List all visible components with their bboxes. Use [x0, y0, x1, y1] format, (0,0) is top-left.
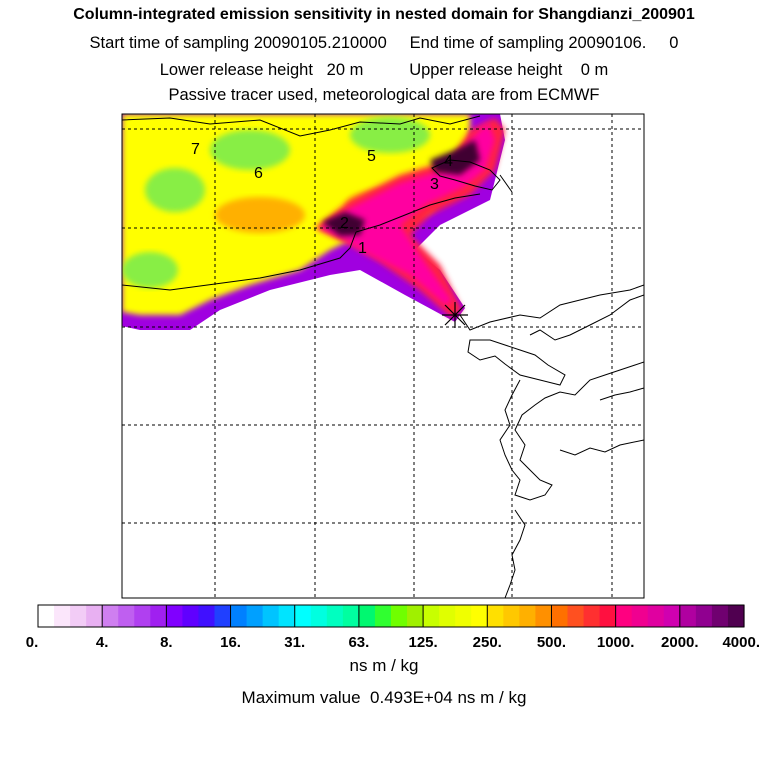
colorbar-tick-label: 125.: [408, 634, 437, 651]
release-site-marker: [442, 302, 468, 328]
colorbar-cell: [198, 605, 216, 627]
region-label-6: 6: [254, 165, 263, 182]
region-label-3: 3: [430, 176, 439, 193]
coastlines: [122, 115, 644, 598]
colorbar-tick-label: 250.: [473, 634, 502, 651]
region-label-4: 4: [444, 153, 453, 170]
colorbar-cell: [535, 605, 553, 627]
field-orange-patch: [215, 197, 305, 233]
colorbar-cell: [118, 605, 135, 627]
field-green-patch: [145, 168, 205, 212]
colorbar-cell: [503, 605, 520, 627]
colorbar-unit-label: ns m / kg: [349, 656, 419, 675]
colorbar-cell: [86, 605, 103, 627]
colorbar-tick-label: 4000.: [722, 634, 760, 651]
colorbar-cell: [407, 605, 424, 627]
colorbar-cell: [551, 605, 569, 627]
colorbar-tick-label: 4.: [96, 634, 109, 651]
region-label-7: 7: [191, 141, 200, 158]
colorbar-cell: [214, 605, 232, 627]
colorbar-cell: [342, 605, 360, 627]
colorbar-cell: [615, 605, 633, 627]
colorbar-cell: [455, 605, 472, 627]
colorbar-cell: [471, 605, 488, 627]
colorbar-cell: [294, 605, 312, 627]
field-green-patch: [350, 117, 430, 153]
colorbar-cell: [310, 605, 328, 627]
region-label-1: 1: [358, 240, 367, 257]
colorbar-cell: [150, 605, 167, 627]
colorbar-cell: [54, 605, 71, 627]
colorbar-cell: [423, 605, 440, 627]
colorbar-tick-label: 63.: [348, 634, 369, 651]
sensitivity-field: [122, 114, 505, 330]
colorbar-cell: [583, 605, 601, 627]
colorbar-cell: [326, 605, 344, 627]
colorbar-cell: [631, 605, 649, 627]
colorbar-cell: [711, 605, 729, 627]
colorbar-cell: [262, 605, 280, 627]
maximum-value-text: Maximum value 0.493E+04 ns m / kg: [241, 688, 527, 707]
field-green-patch: [122, 252, 178, 288]
field-green-patch: [210, 130, 290, 170]
colorbar-cell: [391, 605, 408, 627]
colorbar-cell: [695, 605, 713, 627]
region-label-5: 5: [367, 148, 376, 165]
colorbar-cell: [358, 605, 376, 627]
colorbar-cell: [38, 605, 55, 627]
colorbar-cell: [679, 605, 697, 627]
sampling-time-line: Start time of sampling 20090105.210000 E…: [89, 34, 679, 52]
colorbar-tick-label: 2000.: [661, 634, 699, 651]
region-label-2: 2: [340, 215, 349, 232]
colorbar-cell: [374, 605, 392, 627]
colorbar-tick-label: 8.: [160, 634, 173, 651]
release-height-line: Lower release height 20 m Upper release …: [159, 61, 609, 79]
colorbar-cell: [567, 605, 585, 627]
colorbar-cell: [246, 605, 264, 627]
colorbar-cell: [663, 605, 681, 627]
colorbar-cell: [647, 605, 665, 627]
map-frame: [121, 113, 645, 599]
colorbar-cell: [230, 605, 248, 627]
colorbar-cell: [134, 605, 151, 627]
colorbar-cell: [439, 605, 456, 627]
colorbar-cell: [519, 605, 537, 627]
lat-lon-grid: [122, 114, 644, 598]
tracer-info-line: Passive tracer used, meteorological data…: [168, 86, 600, 104]
plot-title: Column-integrated emission sensitivity i…: [73, 6, 695, 23]
colorbar-tick-label: 0.: [26, 634, 39, 651]
colorbar-cell: [102, 605, 119, 627]
colorbar-tick-label: 500.: [537, 634, 566, 651]
colorbar-cell: [599, 605, 617, 627]
colorbar-cell: [487, 605, 504, 627]
colorbar-cell: [278, 605, 296, 627]
colorbar-cell: [727, 605, 745, 627]
colorbar-cell: [70, 605, 87, 627]
colorbar-tick-label: 16.: [220, 634, 241, 651]
colorbar-tick-label: 31.: [284, 634, 305, 651]
colorbar-cell: [182, 605, 200, 627]
colorbar-tick-label: 1000.: [597, 634, 635, 651]
colorbar-cell: [166, 605, 184, 627]
